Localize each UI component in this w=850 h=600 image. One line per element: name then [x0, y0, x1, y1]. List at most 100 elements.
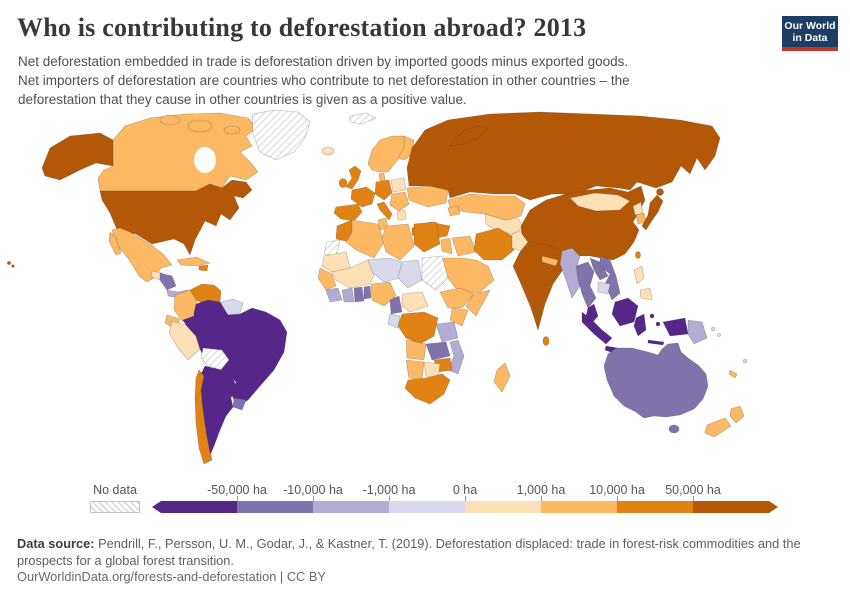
legend-color-bar[interactable]: [161, 501, 769, 513]
country-north-korea[interactable]: [632, 201, 644, 216]
country-greenland[interactable]: [251, 109, 311, 161]
country-sumatra[interactable]: [581, 311, 613, 345]
country-japan[interactable]: [641, 194, 664, 231]
country-thailand[interactable]: [575, 261, 597, 309]
country-zambia[interactable]: [425, 341, 451, 361]
country-poland[interactable]: [390, 177, 407, 193]
country-nz-south[interactable]: [704, 417, 732, 438]
tasmania[interactable]: [668, 424, 680, 434]
country-solomon[interactable]: [717, 333, 721, 337]
hawaii[interactable]: [11, 264, 15, 268]
country-west-papua[interactable]: [662, 317, 689, 337]
novaya-zemlya[interactable]: [449, 125, 489, 147]
country-taiwan[interactable]: [635, 251, 641, 259]
moluccas[interactable]: [649, 313, 655, 319]
country-iraq[interactable]: [451, 235, 477, 257]
country-hispaniola[interactable]: [198, 264, 209, 272]
country-ireland[interactable]: [338, 178, 348, 188]
legend-segment[interactable]: [237, 501, 313, 513]
country-namibia[interactable]: [405, 359, 425, 381]
country-ghana[interactable]: [353, 286, 365, 303]
country-cuba[interactable]: [176, 256, 211, 267]
country-france[interactable]: [350, 186, 376, 208]
country-iberia[interactable]: [333, 203, 363, 222]
legend-segment[interactable]: [617, 501, 693, 513]
legend-segment[interactable]: [693, 501, 769, 513]
country-greece[interactable]: [396, 209, 407, 221]
lesser-sunda[interactable]: [647, 339, 665, 346]
legend-segment[interactable]: [465, 501, 541, 513]
country-papua-new-guinea[interactable]: [687, 319, 708, 345]
owid-logo[interactable]: Our World in Data: [782, 16, 838, 51]
country-chad[interactable]: [397, 259, 423, 289]
country-uruguay[interactable]: [232, 397, 247, 411]
arctic-island[interactable]: [187, 119, 213, 133]
country-mali[interactable]: [331, 259, 377, 289]
hokkaido[interactable]: [656, 188, 664, 196]
country-vietnam[interactable]: [599, 255, 621, 301]
legend-segment[interactable]: [389, 501, 465, 513]
country-canada[interactable]: [97, 112, 259, 192]
country-iceland[interactable]: [321, 146, 335, 156]
country-kenya[interactable]: [449, 307, 469, 327]
country-denmark[interactable]: [378, 172, 386, 182]
country-sulawesi[interactable]: [633, 313, 647, 337]
country-mozambique[interactable]: [447, 339, 465, 375]
country-libya[interactable]: [381, 223, 415, 261]
country-finland[interactable]: [397, 135, 415, 161]
moluccas[interactable]: [655, 321, 661, 327]
country-togo-benin[interactable]: [363, 285, 372, 300]
country-balkans[interactable]: [389, 191, 410, 212]
country-ukraine[interactable]: [406, 185, 449, 208]
legend-segment[interactable]: [313, 501, 389, 513]
legend-segment[interactable]: [161, 501, 237, 513]
country-solomon[interactable]: [710, 326, 716, 332]
world-choropleth-map[interactable]: [0, 108, 850, 474]
country-laos[interactable]: [589, 257, 609, 281]
country-iran[interactable]: [473, 227, 515, 261]
country-russia[interactable]: [406, 111, 721, 201]
country-uk[interactable]: [345, 165, 362, 190]
country-south-africa[interactable]: [404, 373, 451, 405]
country-caucasus[interactable]: [447, 205, 461, 217]
country-kazakhstan[interactable]: [447, 193, 526, 221]
country-tanzania[interactable]: [435, 321, 459, 343]
country-car[interactable]: [401, 291, 429, 313]
country-brazil[interactable]: [182, 299, 288, 407]
country-mexico[interactable]: [111, 227, 173, 283]
arctic-island[interactable]: [223, 125, 241, 135]
country-sudan[interactable]: [421, 255, 449, 291]
country-dr-congo[interactable]: [397, 311, 439, 345]
country-svalbard[interactable]: [349, 112, 377, 125]
country-italy[interactable]: [376, 201, 393, 221]
world-map-svg[interactable]: [0, 108, 850, 474]
hawaii[interactable]: [7, 261, 11, 265]
country-cameroon[interactable]: [389, 295, 403, 315]
baja-california[interactable]: [108, 231, 122, 256]
country-nigeria[interactable]: [370, 281, 397, 307]
country-senegal-guinea[interactable]: [317, 267, 337, 291]
country-venezuela[interactable]: [189, 283, 222, 307]
country-fiji[interactable]: [742, 358, 748, 364]
country-nz-north[interactable]: [729, 405, 745, 424]
country-germany[interactable]: [374, 179, 393, 201]
country-niger[interactable]: [367, 257, 403, 283]
country-somalia[interactable]: [465, 289, 491, 317]
country-ethiopia[interactable]: [439, 287, 475, 309]
country-nepal[interactable]: [541, 255, 559, 267]
country-philippines-luzon[interactable]: [633, 265, 645, 285]
country-madagascar[interactable]: [493, 362, 511, 393]
country-new-caledonia[interactable]: [728, 369, 738, 379]
country-egypt[interactable]: [413, 221, 441, 253]
country-mongolia[interactable]: [569, 192, 631, 212]
country-saudi-arabia[interactable]: [440, 257, 495, 295]
country-algeria[interactable]: [345, 219, 385, 259]
country-chile[interactable]: [194, 369, 213, 465]
license-line[interactable]: OurWorldinData.org/forests-and-deforesta…: [17, 569, 326, 584]
country-borneo[interactable]: [611, 297, 639, 327]
country-honduras-nicaragua[interactable]: [159, 272, 177, 291]
country-philippines-mindanao[interactable]: [639, 287, 653, 301]
country-sierraleone-liberia[interactable]: [325, 287, 343, 303]
country-gabon-congo[interactable]: [387, 313, 401, 329]
country-usa[interactable]: [99, 179, 253, 256]
